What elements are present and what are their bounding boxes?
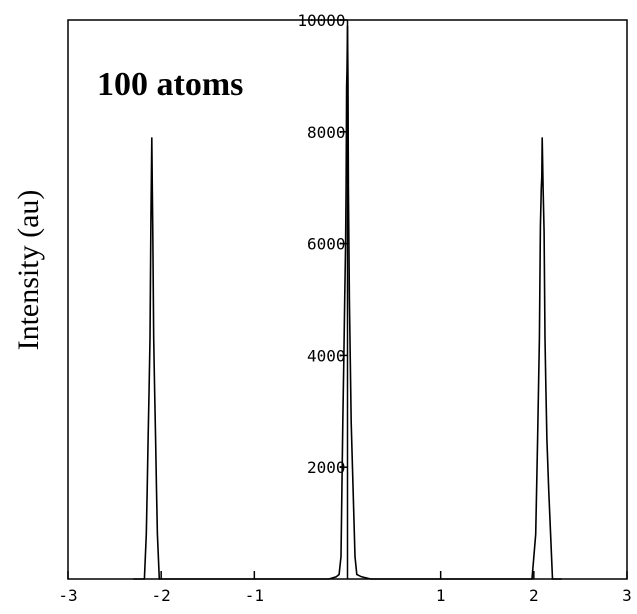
y-axis-label: Intensity (au) [12,190,45,351]
chart-annotation: 100 atoms [97,66,243,103]
y-tick-label: 8000 [307,123,346,142]
x-tick-label: -1 [245,586,264,605]
y-tick-label: 4000 [307,346,346,365]
y-tick-group: 2000 4000 6000 8000 10000 [297,11,348,477]
x-tick-label: 1 [436,586,446,605]
series-layer [133,25,562,580]
x-tick-label: 3 [622,586,632,605]
x-tick-label: -2 [152,586,171,605]
x-tick-label: 2 [529,586,539,605]
y-tick-label: 10000 [297,11,345,30]
y-tick-label: 6000 [307,235,346,254]
x-tick-group: -3 -2 -1 1 2 3 [58,571,632,605]
x-tick-label: -3 [58,586,77,605]
series-line [133,25,562,580]
y-tick-label: 2000 [307,458,346,477]
